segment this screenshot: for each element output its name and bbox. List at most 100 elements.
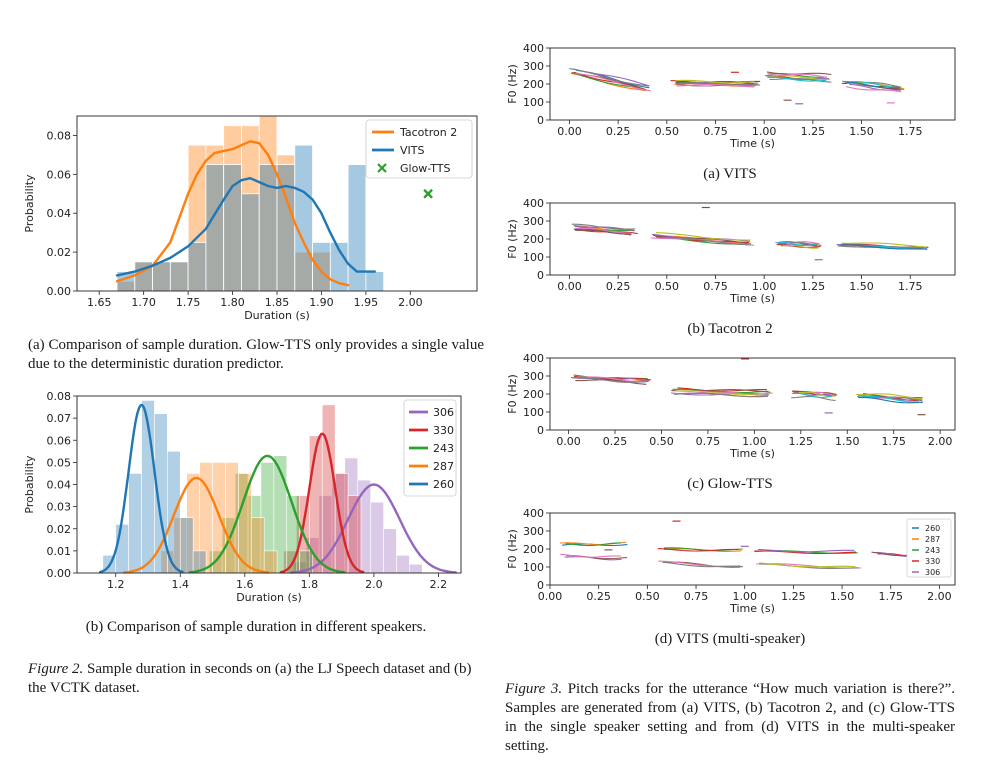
kde-line-330 [279,432,365,574]
x-tick-label: 0.25 [586,590,611,603]
x-tick-label: 2.00 [927,590,952,603]
y-tick-label: 0.07 [47,412,72,425]
pitch-track [657,548,739,552]
plot-frame [549,202,956,276]
pitch-track [571,223,636,230]
y-tick-label: 200 [523,233,544,246]
x-tick-label: 1.00 [752,280,777,293]
x-tick-label: 1.25 [789,435,814,448]
x-tick-label: 0.75 [684,590,709,603]
x-tick-label: 2.00 [398,296,423,309]
kde-line-tacotron-2 [115,140,350,287]
x-axis-label: Duration (s) [236,591,302,604]
x-tick-label: 1.75 [176,296,201,309]
x-tick-label: 1.25 [801,280,826,293]
x-tick-label: 1.85 [265,296,290,309]
legend-entry: Glow-TTS [400,162,451,175]
x-tick-label: 0.75 [703,125,728,138]
pitch-track [574,376,648,383]
y-tick-label: 400 [523,197,544,210]
y-tick-label: 0.08 [47,390,72,403]
x-tick-label: 0.75 [703,280,728,293]
x-tick-label: 0.50 [655,125,680,138]
legend-entry: 243 [433,442,454,455]
x-tick-label: 1.75 [881,435,906,448]
histogram-bar-260 [115,524,129,574]
figure-3b-chart: 0.00 0.25 0.50 0.75 1.00 1.25 1.50 1.75 0 100 200 3… [506,197,956,305]
x-tick-label: 0.25 [606,280,631,293]
x-tick-label: 0.00 [557,125,582,138]
histogram-bar-vits [365,271,385,292]
y-tick-label: 400 [523,352,544,365]
figure-3d-caption: (d) VITS (multi-speaker) [654,631,806,647]
figure-3-caption: Figure 3. Pitch tracks for the utterance… [505,680,955,756]
figure-3c-chart: 0.00 0.25 0.50 0.75 1.00 1.25 1.50 1.75 2.00 0 100… [506,352,956,460]
y-tick-label: 0.04 [47,207,72,220]
kde-line-287 [122,476,270,574]
y-tick-label: 100 [523,561,544,574]
pitch-track [674,392,769,398]
x-tick-label: 0.50 [655,280,680,293]
legend-entry: 330 [925,557,940,566]
pitch-track [769,73,826,78]
figure-2-label: Figure 2. [28,661,84,677]
x-tick-label: 1.95 [354,296,379,309]
plot-frame [76,115,478,292]
x-tick-label: 1.65 [87,296,112,309]
x-tick-label: 1.00 [752,125,777,138]
pitch-track [770,75,831,81]
kde-line-vits [115,177,376,277]
y-axis-label: Probability [23,455,36,514]
y-tick-label: 200 [523,543,544,556]
x-tick-label: 1.50 [830,590,855,603]
figure-3c-caption: (c) Glow-TTS [687,476,773,492]
plot-frame [549,512,956,586]
y-tick-label: 100 [523,251,544,264]
pitch-track [776,244,821,248]
y-tick-label: 0 [537,269,544,282]
pitch-track [570,377,650,382]
pitch-track [575,379,647,385]
pitch-track [676,79,755,84]
kde-line-243 [188,454,346,574]
pitch-track [573,377,649,383]
pitch-track [565,542,622,547]
histogram-bar-306 [383,528,397,574]
histogram-bar-306 [409,563,423,574]
y-axis-label: F0 (Hz) [506,219,519,258]
pitch-track [757,548,855,553]
legend-entry: Tacotron 2 [399,126,457,139]
pitch-track [575,227,631,234]
pitch-track [569,68,650,87]
legend-entry: 260 [925,524,940,533]
kde-line-260 [99,403,184,574]
legend-entry: 306 [433,406,454,419]
x-tick-label: 1.6 [236,578,254,591]
y-tick-label: 100 [523,96,544,109]
y-tick-label: 0.04 [47,479,72,492]
x-tick-label: 1.00 [732,590,757,603]
y-tick-label: 0.05 [47,456,72,469]
pitch-track [655,232,751,241]
y-tick-label: 0.08 [47,129,72,142]
figure-3-label: Figure 3. [505,681,563,697]
legend-entry: 260 [433,478,454,491]
pitch-track [846,86,902,93]
x-tick-label: 1.50 [849,125,874,138]
y-tick-label: 0.03 [47,501,72,514]
histogram-bar-306 [370,501,384,574]
x-tick-label: 1.00 [742,435,767,448]
y-tick-label: 300 [523,370,544,383]
y-tick-label: 0.00 [47,285,72,298]
x-axis-label: Duration (s) [244,309,310,322]
pitch-track [778,241,816,246]
x-tick-label: 0.00 [538,590,563,603]
pitch-track [758,562,856,568]
y-tick-label: 200 [523,78,544,91]
x-tick-label: 1.4 [172,578,190,591]
y-tick-label: 300 [523,215,544,228]
y-axis-label: F0 (Hz) [506,64,519,103]
x-tick-label: 0.25 [603,435,628,448]
histogram-bar-vits [223,164,242,292]
plot-frame [76,395,462,574]
